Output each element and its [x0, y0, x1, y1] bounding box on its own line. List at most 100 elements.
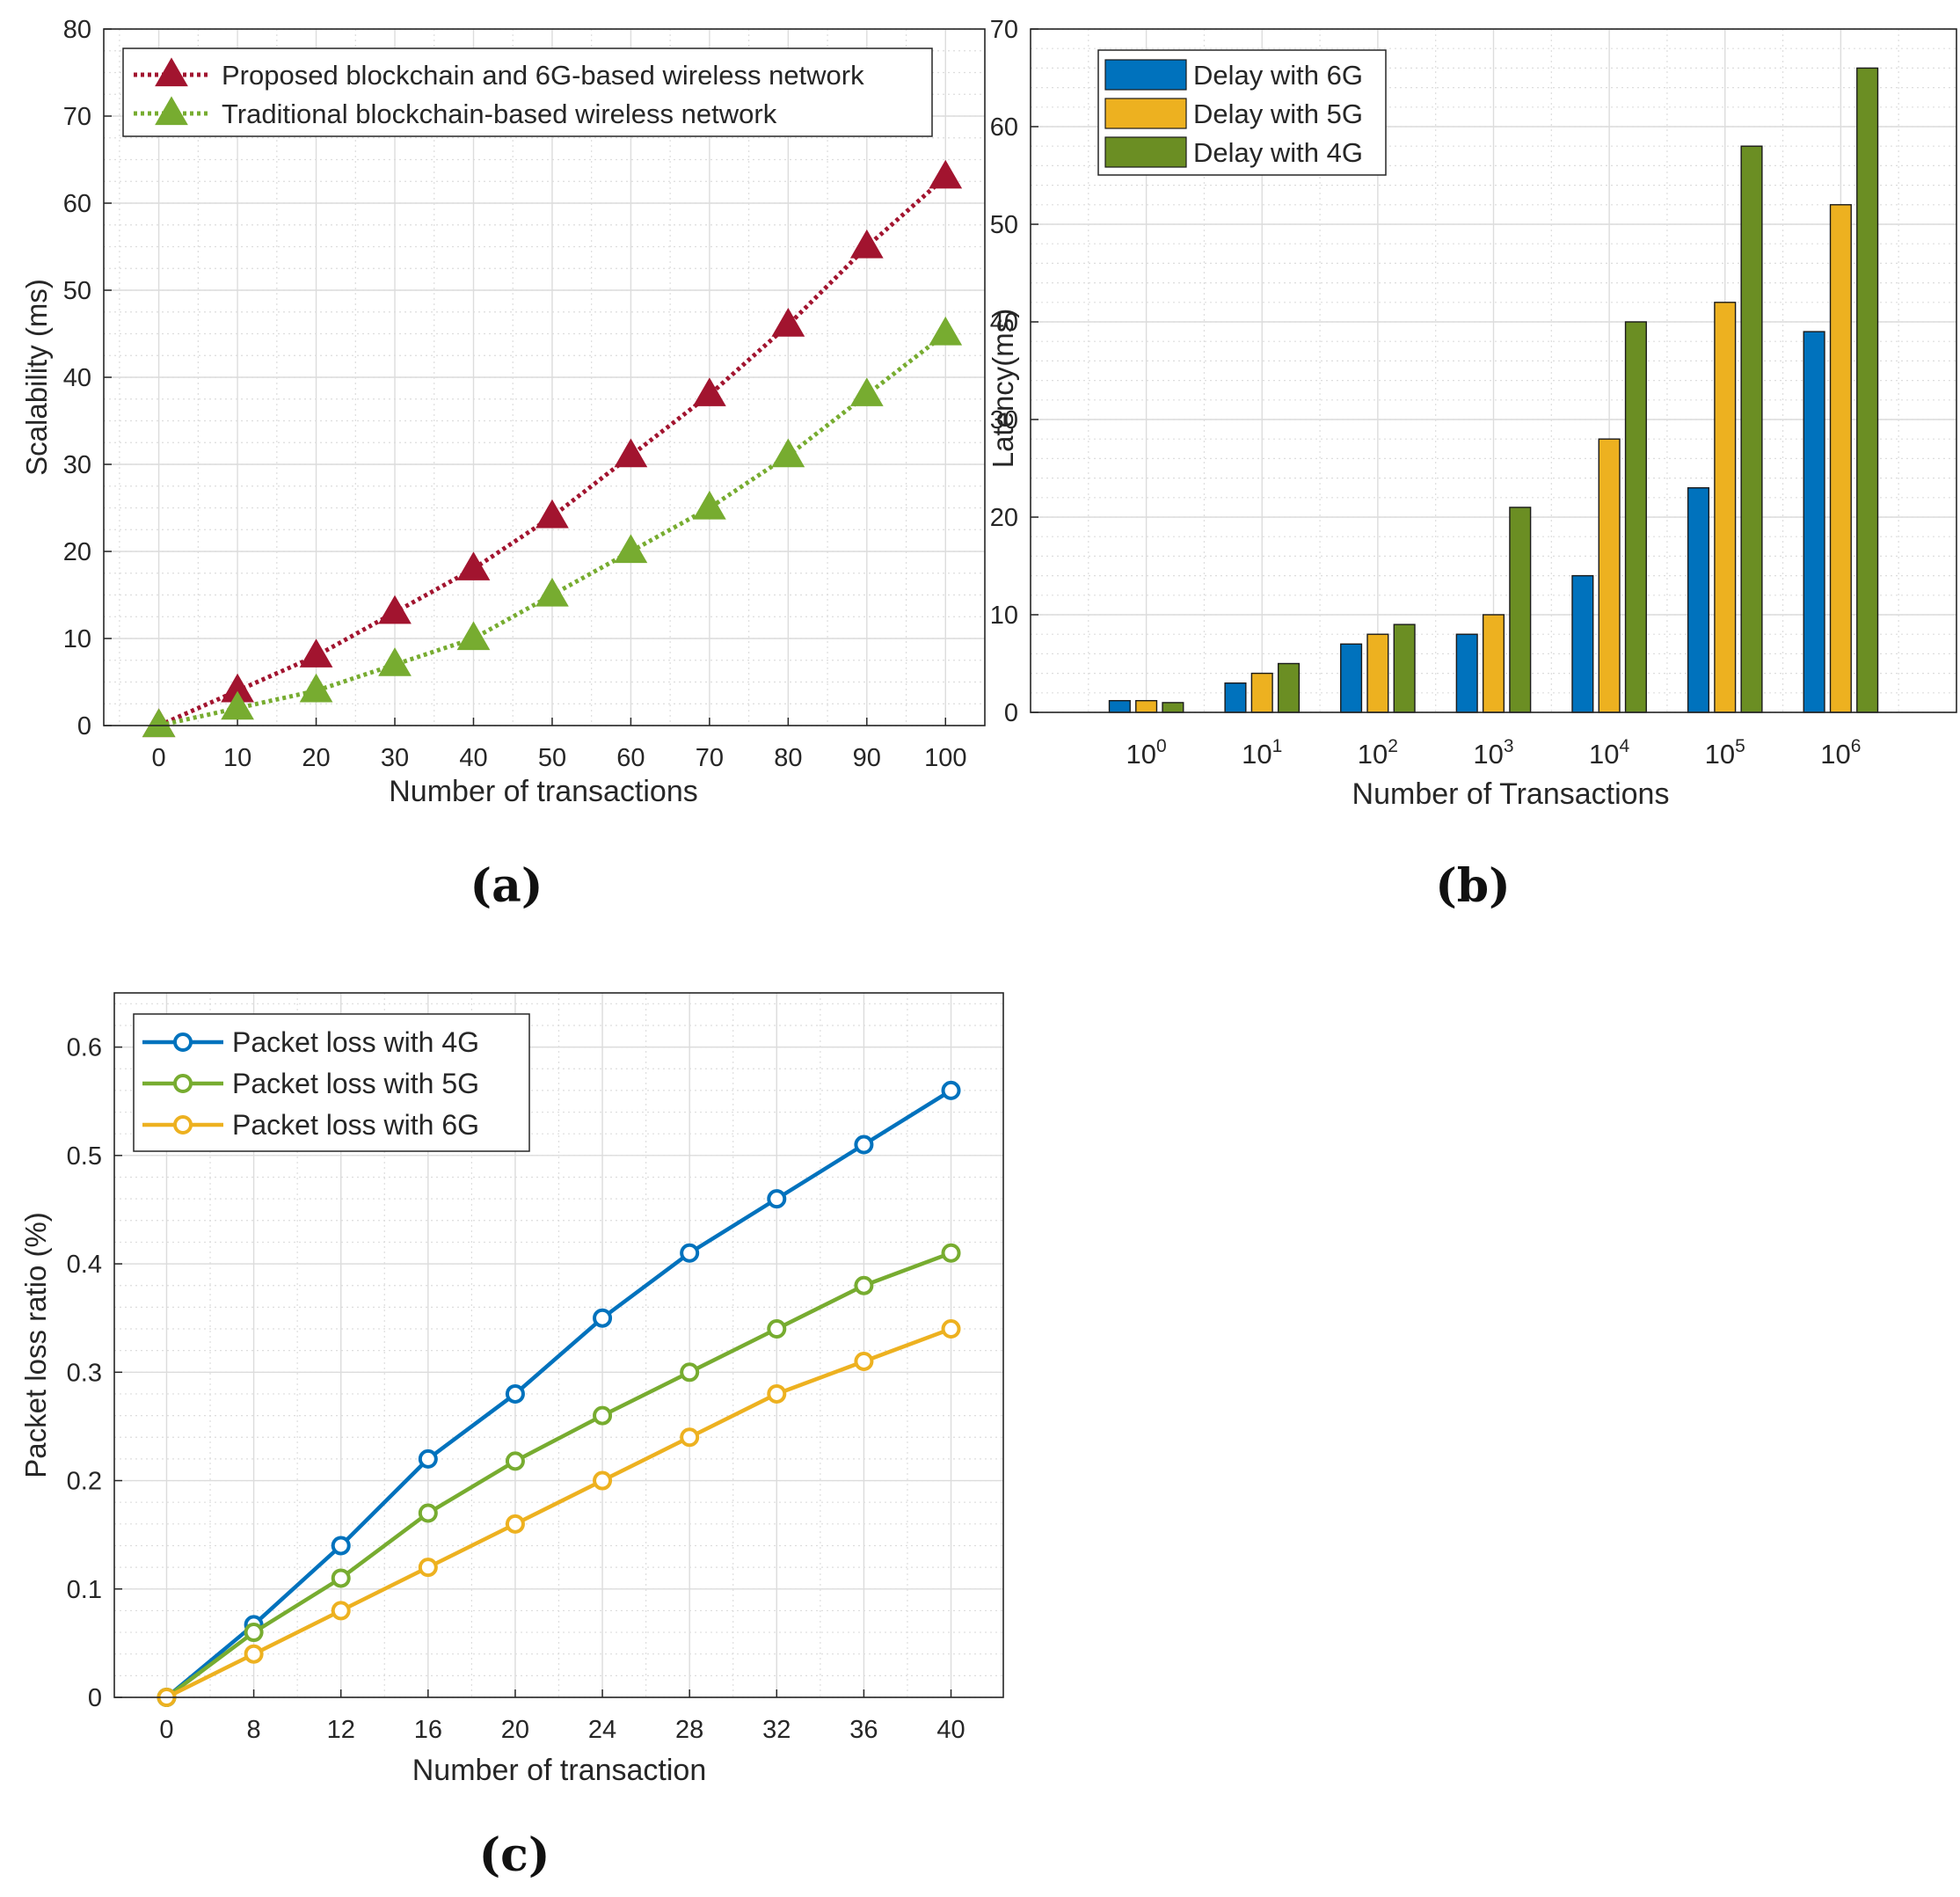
legend-swatch [1104, 136, 1187, 168]
x-tick-exponent: 3 [1504, 736, 1514, 756]
legend-box [122, 47, 933, 137]
plot-border [103, 28, 986, 726]
data-point [767, 1319, 787, 1339]
chart-c: 0 0.1 0.2 0.3 0.4 0.5 0.6 0 8 12 16 20 24 28 32 36 40 Pac… [19, 992, 1004, 1882]
x-tick-label: 12 [327, 1716, 355, 1744]
data-point [929, 316, 963, 346]
bar [1856, 67, 1879, 713]
legend-label: Packet loss with 6G [232, 1109, 479, 1141]
x-tick-label: 24 [588, 1716, 616, 1744]
y-tick-label: 0.4 [67, 1251, 102, 1279]
bar [1108, 699, 1131, 713]
data-point [456, 621, 491, 651]
x-tick-label: 8 [247, 1716, 261, 1744]
y-tick-label: 0.6 [67, 1034, 102, 1062]
legend-label: Delay with 5G [1193, 98, 1363, 129]
bar [1482, 614, 1505, 713]
data-point [614, 534, 648, 564]
x-tick-exponent: 5 [1735, 736, 1745, 756]
data-point [854, 1135, 874, 1155]
y-tick-label: 10 [990, 602, 1018, 630]
data-point [378, 595, 412, 624]
x-tick-label: 105 [1705, 736, 1745, 770]
x-tick-base: 10 [1473, 739, 1503, 770]
legend-marker [173, 1032, 193, 1052]
y-tick-label: 10 [63, 625, 91, 653]
data-point [767, 1189, 787, 1209]
y-tick-label: 70 [990, 16, 1018, 44]
bar [1624, 321, 1647, 713]
data-point [771, 438, 805, 468]
data-point [536, 499, 569, 529]
x-tick-label: 102 [1358, 736, 1398, 770]
bar [1455, 633, 1478, 713]
x-tick-exponent: 0 [1156, 736, 1167, 756]
legend-label: Packet loss with 4G [232, 1026, 479, 1058]
legend-label: Traditional blockchain-based wireless ne… [222, 98, 777, 129]
x-axis-label: Number of transactions [389, 775, 698, 808]
bar [1598, 438, 1621, 713]
y-tick-label: 80 [63, 16, 91, 44]
plot-border [1030, 28, 1957, 713]
bar [1277, 662, 1301, 713]
x-tick-label: 100 [1126, 736, 1167, 770]
x-tick-label: 103 [1473, 736, 1513, 770]
series-line [165, 1088, 952, 1699]
data-point [418, 1503, 438, 1523]
data-point [767, 1383, 787, 1404]
y-tick-label: 30 [63, 451, 91, 479]
y-tick-label: 0.5 [67, 1142, 102, 1171]
x-tick-base: 10 [1705, 739, 1735, 770]
y-tick-label: 0 [1004, 699, 1018, 727]
y-axis-label: Packet loss ratio (%) [19, 1212, 52, 1478]
x-tick-label: 90 [853, 744, 881, 772]
bar [1366, 633, 1389, 713]
legend-marker [173, 1074, 193, 1093]
data-point [456, 551, 491, 580]
data-point [505, 1514, 525, 1534]
legend-swatch [1104, 59, 1187, 91]
x-tick-exponent: 6 [1851, 736, 1862, 756]
bar [1340, 643, 1363, 713]
y-tick-label: 40 [990, 309, 1018, 337]
x-tick-label: 60 [616, 744, 645, 772]
data-point [331, 1568, 351, 1588]
x-tick-label: 0 [152, 744, 166, 772]
x-tick-label: 28 [675, 1716, 703, 1744]
x-tick-exponent: 2 [1388, 736, 1398, 756]
data-point [418, 1448, 438, 1469]
x-tick-label: 100 [924, 744, 966, 772]
series-line [165, 1251, 952, 1699]
x-axis-label: Number of transaction [412, 1754, 707, 1787]
y-tick-label: 60 [990, 113, 1018, 142]
legend-label: Delay with 6G [1193, 60, 1363, 91]
data-point [299, 673, 333, 703]
data-point [693, 377, 726, 406]
x-tick-label: 10 [223, 744, 251, 772]
data-point [221, 690, 254, 720]
x-tick-label: 101 [1242, 736, 1282, 770]
data-point [941, 1080, 961, 1100]
panel-label: (a) [470, 859, 543, 913]
legend-marker [155, 57, 188, 87]
data-point [593, 1470, 613, 1491]
x-tick-label: 36 [849, 1716, 878, 1744]
x-tick-label: 104 [1589, 736, 1629, 770]
data-point [680, 1362, 700, 1383]
x-tick-exponent: 1 [1272, 736, 1283, 756]
series-line [165, 1326, 952, 1700]
x-tick-label: 20 [302, 744, 330, 772]
data-point [614, 438, 648, 468]
x-axis-label: Number of Transactions [1352, 777, 1670, 811]
x-tick-base: 10 [1820, 739, 1850, 770]
y-tick-label: 50 [63, 277, 91, 305]
x-tick-exponent: 4 [1620, 736, 1630, 756]
x-tick-label: 32 [762, 1716, 791, 1744]
data-point [378, 647, 412, 676]
y-tick-label: 40 [63, 364, 91, 392]
bar [1250, 672, 1273, 713]
data-point [331, 1601, 351, 1621]
y-tick-label: 0.3 [67, 1359, 102, 1387]
x-tick-label: 30 [381, 744, 409, 772]
